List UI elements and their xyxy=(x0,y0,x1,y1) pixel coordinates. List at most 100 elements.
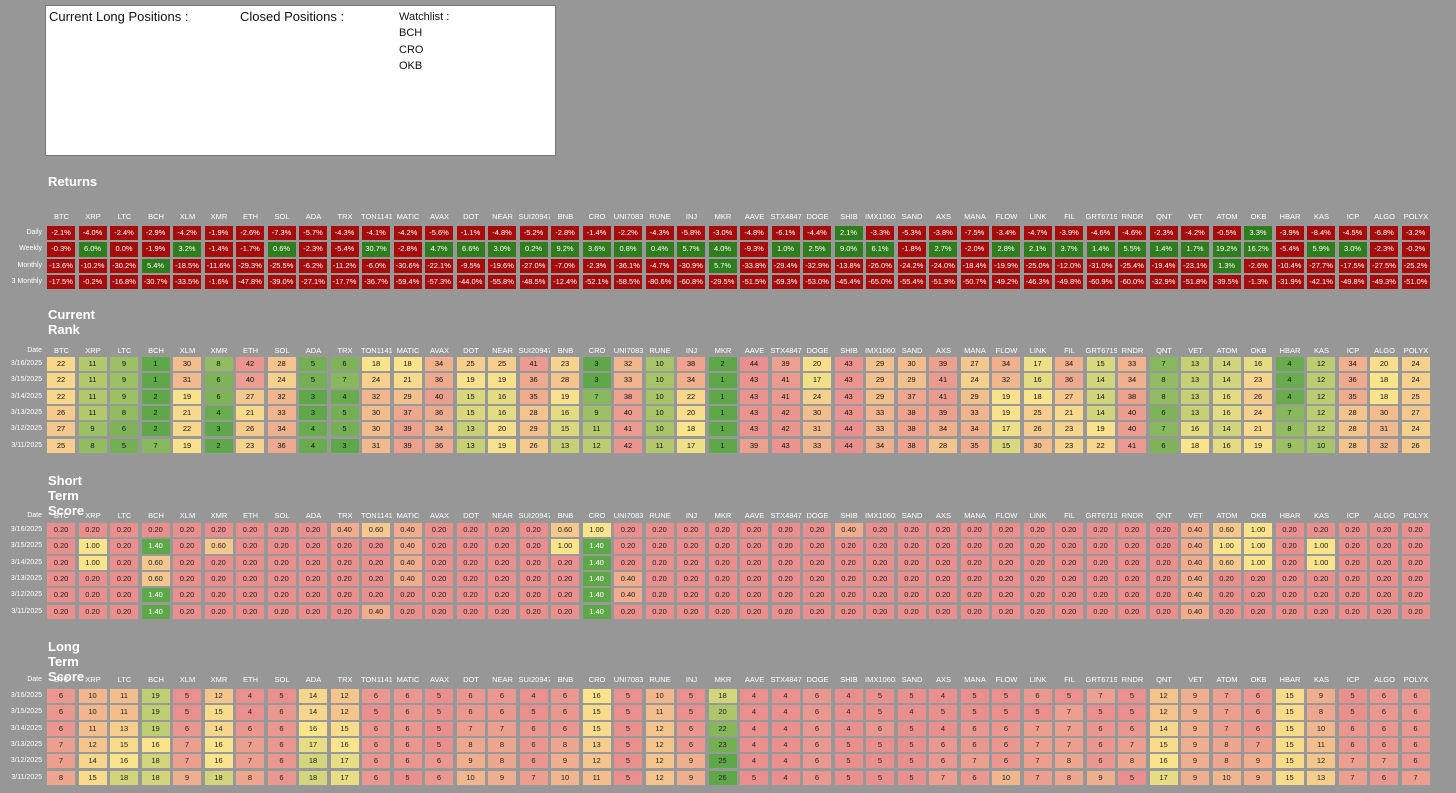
row-label: 3/14/2025 xyxy=(10,392,42,400)
data-cell: 15 xyxy=(550,421,580,438)
data-cell: 43 xyxy=(770,437,801,454)
data-cell: 17 xyxy=(1022,356,1053,373)
data-cell: 5 xyxy=(329,404,360,422)
data-cell: 8 xyxy=(1211,753,1242,770)
data-cell: 34 xyxy=(1117,372,1147,389)
column-header: NEAR xyxy=(492,212,513,221)
data-cell: 4 xyxy=(896,704,927,721)
data-cell: 21 xyxy=(1243,421,1273,438)
column-header: HBAR xyxy=(1279,675,1301,684)
data-cell: 30 xyxy=(802,404,832,422)
data-cell: 7 xyxy=(959,753,990,770)
data-cell: 27 xyxy=(46,421,76,438)
column-header: LINK xyxy=(1029,675,1047,684)
data-cell: 32 xyxy=(361,388,391,405)
data-cell: 6 xyxy=(487,704,517,721)
data-cell: 3 xyxy=(298,404,328,422)
data-cell: 23 xyxy=(1054,421,1084,438)
data-cell: 16.2% xyxy=(1243,241,1273,258)
column-header: SHIB xyxy=(840,675,858,684)
data-cell: 5 xyxy=(361,704,391,721)
data-cell: 7 xyxy=(487,720,517,737)
data-cell: 19 xyxy=(172,388,202,405)
data-cell: 6 xyxy=(46,688,76,705)
data-cell: 7 xyxy=(235,753,265,770)
data-cell: 12 xyxy=(644,720,675,737)
column-header: BNB xyxy=(557,511,574,520)
data-cell: 6 xyxy=(802,736,832,754)
data-cell: 0.20 xyxy=(707,538,738,555)
data-cell: -27.0% xyxy=(518,257,549,274)
data-cell: 0.20 xyxy=(329,538,360,555)
data-cell: 39 xyxy=(928,404,958,422)
data-cell: -60.9% xyxy=(1085,273,1116,291)
column-header: POLYX xyxy=(1403,212,1429,221)
data-cell: 13 xyxy=(109,720,139,737)
row-label: 3/14/2025 xyxy=(10,558,42,566)
data-cell: 5 xyxy=(172,704,202,721)
data-cell: 4.7% xyxy=(424,241,454,258)
watchlist-item: CRO xyxy=(399,44,424,56)
data-cell: -2.6% xyxy=(235,225,265,242)
column-header: DOT xyxy=(463,675,479,684)
column-header: ICP xyxy=(1346,212,1360,221)
data-cell: 0.20 xyxy=(77,570,108,588)
data-cell: 0.20 xyxy=(1337,570,1368,588)
data-cell: -4.7% xyxy=(644,257,675,274)
data-cell: 0.20 xyxy=(959,538,990,555)
data-cell: 21 xyxy=(392,372,423,389)
data-cell: 6 xyxy=(1085,720,1116,737)
data-cell: 0.20 xyxy=(1337,538,1368,555)
data-cell: 0.20 xyxy=(707,570,738,588)
data-cell: 9 xyxy=(109,388,139,405)
data-cell: 19 xyxy=(1243,437,1273,454)
data-cell: 1 xyxy=(707,372,738,389)
data-cell: 0.20 xyxy=(1306,570,1336,588)
data-cell: 25 xyxy=(487,356,517,373)
data-cell: 0.20 xyxy=(1148,603,1179,620)
data-cell: 0.20 xyxy=(1117,538,1147,555)
data-cell: -17.5% xyxy=(1337,257,1368,274)
data-cell: 6 xyxy=(802,720,832,737)
data-cell: 6 xyxy=(203,372,234,389)
data-cell: 31 xyxy=(172,372,202,389)
data-cell: 11 xyxy=(644,704,675,721)
data-cell: 0.20 xyxy=(550,554,580,571)
data-cell: 12 xyxy=(329,688,360,705)
data-cell: 0.20 xyxy=(1400,603,1431,620)
data-cell: 1.00 xyxy=(1243,538,1273,555)
data-cell: 7 xyxy=(1337,769,1368,786)
data-cell: 0.20 xyxy=(172,570,202,588)
data-cell: 1 xyxy=(140,356,171,373)
data-cell: 12 xyxy=(77,736,108,754)
data-cell: 0.20 xyxy=(1054,570,1084,588)
data-cell: -4.2% xyxy=(1180,225,1210,242)
column-header: AXS xyxy=(935,511,951,520)
data-cell: 0.40 xyxy=(329,522,360,539)
data-cell: 0.20 xyxy=(46,587,76,604)
data-cell: 8 xyxy=(109,404,139,422)
data-cell: 10 xyxy=(77,704,108,721)
column-header: ETH xyxy=(243,511,258,520)
data-cell: 0.20 xyxy=(928,554,958,571)
data-cell: 6 xyxy=(266,769,297,786)
data-cell: -13.8% xyxy=(833,257,864,274)
data-cell: 6 xyxy=(802,769,832,786)
data-cell: 1.0% xyxy=(770,241,801,258)
column-header: XLM xyxy=(179,346,196,355)
data-cell: 0.20 xyxy=(361,570,391,588)
data-cell: 6 xyxy=(392,704,423,721)
data-cell: 14 xyxy=(1211,356,1242,373)
data-cell: 0.20 xyxy=(1274,587,1305,604)
column-header: FLOW xyxy=(995,212,1018,221)
data-cell: -1.4% xyxy=(581,225,612,242)
data-cell: 41 xyxy=(518,356,549,373)
data-cell: 10 xyxy=(644,421,675,438)
data-cell: 0.20 xyxy=(959,587,990,604)
data-cell: 12 xyxy=(644,736,675,754)
column-header: SHIB xyxy=(840,511,858,520)
data-cell: -25.2% xyxy=(1400,257,1431,274)
data-cell: 6 xyxy=(550,704,580,721)
data-cell: 0.20 xyxy=(392,587,423,604)
data-cell: -4.6% xyxy=(1085,225,1116,242)
